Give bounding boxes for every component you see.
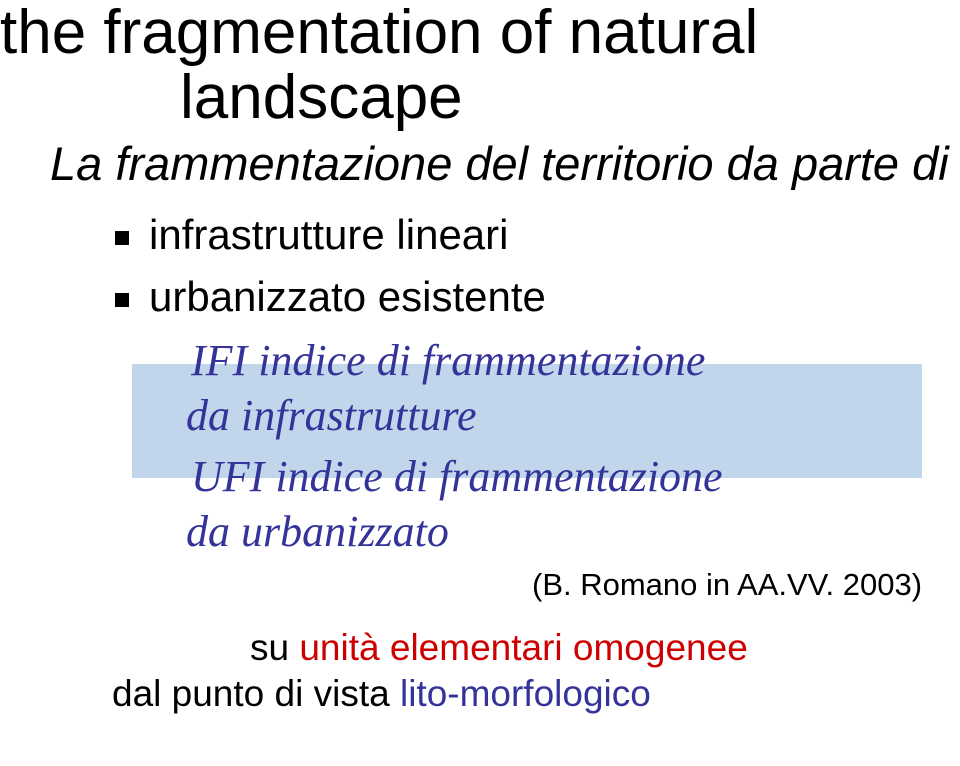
subtitle-prefix: La bbox=[50, 137, 115, 190]
bottomline-prefix: dal punto di vista bbox=[112, 673, 400, 714]
bullet-list: infrastrutture lineari urbanizzato esist… bbox=[60, 211, 960, 557]
ifi-line2-text: da infrastrutture bbox=[186, 391, 477, 440]
slide: the fragmentation of natural landscape L… bbox=[0, 0, 960, 766]
subtitle-keyword: frammentazione bbox=[115, 137, 452, 190]
ifi-abbr: IFI bbox=[191, 336, 247, 385]
bullet-ufi-line2: .da urbanizzato bbox=[155, 506, 960, 557]
slide-title: the fragmentation of natural landscape bbox=[0, 0, 960, 130]
subline-prefix: su bbox=[250, 627, 299, 668]
ufi-abbr: UFI bbox=[191, 452, 264, 501]
ufi-line2-text: da urbanizzato bbox=[186, 507, 449, 556]
bullet-ufi-line1: UFI indice di frammentazione bbox=[155, 451, 960, 502]
ifi-rest: indice di frammentazione bbox=[247, 336, 705, 385]
bottomline-blue: lito-morfologico bbox=[400, 673, 651, 714]
title-line-2: landscape bbox=[180, 65, 960, 130]
citation: (B. Romano in AA.VV. 2003) bbox=[532, 567, 960, 603]
subline: su unità elementari omogenee bbox=[250, 627, 960, 669]
bottom-line: dal punto di vista lito-morfologico bbox=[112, 673, 960, 715]
bullet-urbanizzato: urbanizzato esistente bbox=[115, 273, 960, 321]
subline-red: unità elementari omogenee bbox=[299, 627, 747, 668]
bullet-ifi-line2: .da infrastrutture bbox=[155, 390, 960, 441]
bullet-infrastrutture: infrastrutture lineari bbox=[115, 211, 960, 259]
subtitle-suffix: del territorio da parte di bbox=[452, 137, 948, 190]
title-line-1: the fragmentation of natural bbox=[0, 0, 960, 65]
slide-subtitle: La frammentazione del territorio da part… bbox=[50, 136, 960, 191]
ufi-rest: indice di frammentazione bbox=[264, 452, 722, 501]
bullet-ifi-line1: IFI indice di frammentazione bbox=[155, 335, 960, 386]
